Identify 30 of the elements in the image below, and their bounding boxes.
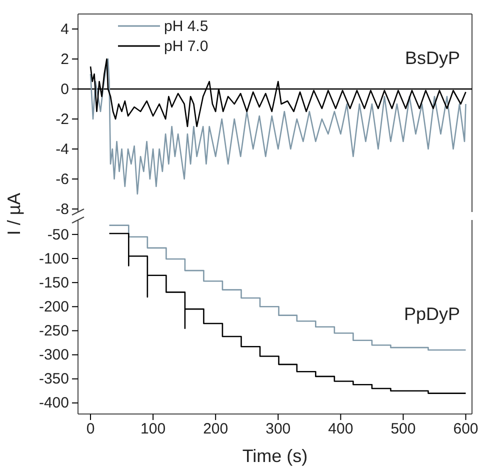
y-tick-label: -50: [47, 226, 69, 244]
x-tick-label: 0: [86, 420, 95, 438]
annotation: PpDyP: [404, 304, 460, 324]
y-tick-label: -200: [38, 298, 69, 316]
legend-label: pH 4.5: [164, 18, 208, 35]
y-tick-label: 4: [60, 20, 69, 38]
x-tick-label: 500: [390, 420, 416, 438]
y-tick-label: -250: [38, 322, 69, 340]
line-series: [108, 232, 466, 394]
x-tick-label: 200: [203, 420, 228, 438]
y-tick-label: -100: [38, 250, 69, 268]
annotation: BsDyP: [404, 48, 460, 68]
y-tick-label: -4: [56, 140, 69, 158]
y-tick-label: 2: [60, 50, 69, 68]
y-axis-title: I / µA: [4, 192, 24, 236]
y-tick-label: -300: [38, 346, 69, 364]
x-tick-label: 400: [328, 420, 354, 438]
y-tick-label: -400: [38, 394, 69, 412]
y-tick-label: 0: [60, 80, 69, 98]
y-tick-label: -350: [38, 370, 69, 388]
x-tick-label: 100: [140, 420, 166, 438]
y-tick-label: -6: [56, 170, 69, 188]
x-tick-label: 600: [453, 420, 478, 438]
x-tick-label: 300: [266, 420, 291, 438]
y-tick-label: -150: [38, 274, 69, 292]
line-series: [108, 224, 466, 351]
y-tick-label: -2: [56, 110, 69, 128]
x-axis-title: Time (s): [242, 446, 308, 466]
y-tick-label: -8: [56, 200, 69, 218]
legend-label: pH 7.0: [164, 38, 208, 55]
